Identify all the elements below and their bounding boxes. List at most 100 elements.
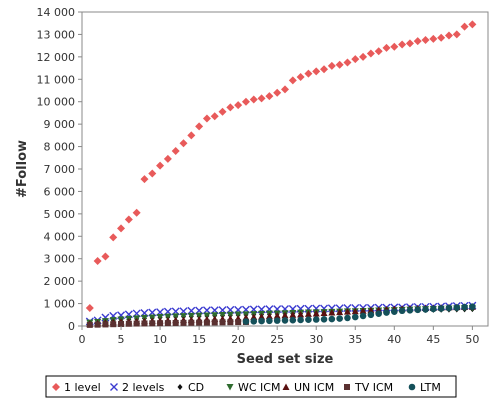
data-point: [273, 317, 281, 324]
x-tick-label: 40: [387, 333, 401, 346]
data-point: [289, 316, 297, 324]
y-axis-label: #Follow: [15, 140, 30, 198]
data-point: [219, 319, 226, 326]
data-point: [445, 304, 453, 312]
data-point: [351, 55, 360, 64]
data-point: [93, 256, 102, 265]
legend: [45, 375, 457, 398]
data-point: [141, 320, 148, 327]
data-point: [171, 147, 180, 156]
data-point: [226, 103, 235, 112]
data-point: [336, 308, 344, 316]
data-point: [461, 303, 468, 311]
legend-label: UN ICM: [294, 381, 334, 394]
data-point: [281, 85, 289, 94]
data-point: [196, 319, 203, 326]
x-tick-label: 45: [426, 333, 440, 346]
data-point: [156, 161, 165, 170]
data-point: [118, 320, 125, 327]
y-tick-label: 2 000: [44, 275, 76, 288]
data-point: [94, 321, 101, 328]
y-tick-label: 12 000: [37, 51, 76, 64]
data-point: [320, 315, 328, 323]
data-point: [273, 312, 281, 319]
data-point: [125, 320, 132, 327]
data-point: [210, 112, 219, 121]
data-point: [227, 319, 234, 326]
legend-item: 1 level: [52, 381, 101, 394]
legend-marker: [344, 384, 350, 390]
data-point: [117, 224, 126, 233]
data-point: [429, 34, 438, 43]
data-point: [468, 20, 477, 29]
legend-label: TV ICM: [354, 381, 393, 394]
data-point: [351, 313, 359, 321]
data-point: [343, 58, 352, 67]
data-point: [406, 307, 414, 314]
x-tick-label: 5: [118, 333, 125, 346]
data-point: [304, 310, 312, 317]
legend-marker: [110, 383, 118, 391]
data-point: [132, 208, 141, 217]
legend-item: WC ICM: [226, 381, 280, 394]
data-point: [203, 312, 211, 319]
data-point: [101, 252, 110, 261]
data-point: [203, 319, 210, 326]
legend-label: CD: [188, 381, 204, 394]
y-tick-label: 8 000: [44, 141, 76, 154]
data-point: [157, 320, 164, 327]
data-point: [304, 69, 313, 78]
data-point: [226, 311, 234, 319]
data-point: [367, 311, 375, 319]
series-ltm: [242, 303, 476, 325]
data-point: [382, 43, 391, 52]
x-tick-label: 25: [270, 333, 284, 346]
data-point: [187, 131, 196, 140]
data-point: [312, 309, 320, 317]
data-point: [265, 92, 274, 101]
data-point: [241, 97, 250, 106]
data-point: [327, 61, 336, 70]
legend-marker: [177, 384, 183, 390]
y-tick-label: 4 000: [44, 230, 76, 243]
data-point: [344, 314, 351, 322]
y-tick-label: 5 000: [44, 208, 76, 221]
data-point: [242, 318, 250, 325]
data-point: [258, 317, 265, 325]
y-tick-label: 6 000: [44, 185, 76, 198]
data-point: [188, 319, 195, 326]
data-point: [148, 169, 157, 178]
x-tick-label: 0: [79, 333, 86, 346]
data-point: [273, 88, 282, 97]
data-point: [359, 312, 367, 320]
legend-item: CD: [177, 381, 204, 394]
y-tick-label: 10 000: [37, 96, 76, 109]
data-point: [335, 60, 344, 69]
data-point: [195, 312, 203, 320]
data-point: [164, 320, 171, 327]
data-point: [437, 33, 446, 42]
data-point: [414, 306, 422, 314]
x-tick-label: 20: [231, 333, 245, 346]
data-point: [234, 311, 242, 319]
data-point: [195, 122, 204, 131]
data-point: [289, 311, 297, 318]
legend-item: 2 levels: [110, 381, 165, 394]
data-point: [359, 52, 368, 61]
data-point: [140, 175, 149, 184]
data-point: [218, 107, 227, 116]
data-point: [109, 233, 118, 242]
legend-marker: [282, 383, 290, 390]
data-point: [351, 307, 359, 315]
data-point: [367, 306, 375, 314]
data-point: [172, 313, 180, 320]
data-point: [288, 76, 297, 85]
data-markers: [85, 20, 477, 328]
data-point: [180, 319, 187, 326]
data-point: [453, 304, 461, 311]
legend-marker: [408, 383, 416, 391]
data-point: [235, 319, 242, 326]
data-point: [281, 311, 289, 319]
data-point: [219, 312, 227, 319]
